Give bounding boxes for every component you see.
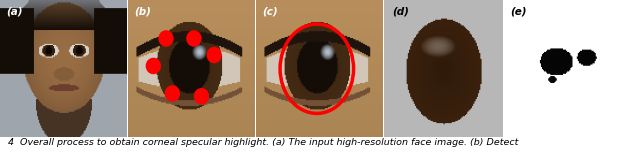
Text: (d): (d) [392, 7, 409, 17]
Circle shape [187, 31, 201, 46]
Text: (c): (c) [262, 7, 278, 17]
Circle shape [165, 86, 179, 101]
Circle shape [195, 89, 209, 104]
Circle shape [207, 47, 221, 63]
Text: (b): (b) [134, 7, 151, 17]
Circle shape [159, 31, 173, 46]
Text: (e): (e) [511, 7, 527, 17]
Circle shape [147, 58, 160, 73]
Text: (a): (a) [6, 7, 23, 17]
Text: 4  Overall process to obtain corneal specular highlight. (a) The input high-reso: 4 Overall process to obtain corneal spec… [8, 138, 518, 147]
